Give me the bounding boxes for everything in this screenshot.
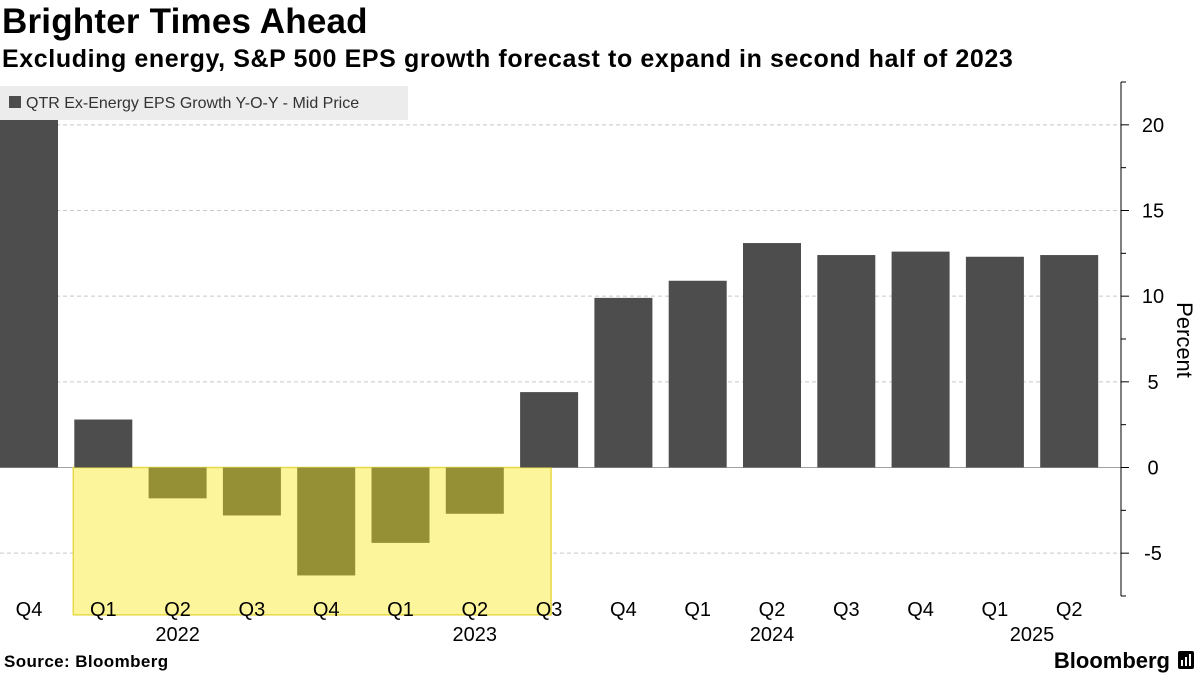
bar-q4-8 xyxy=(594,297,653,468)
x-tick-label: Q2 xyxy=(164,599,191,621)
bar-q4-12 xyxy=(891,251,950,468)
source-note: Source: Bloomberg xyxy=(4,652,169,671)
chart-title: Brighter Times Ahead xyxy=(2,2,368,41)
bars xyxy=(0,119,1099,576)
x-tick-label: Q4 xyxy=(16,599,43,621)
x-tick-label: Q2 xyxy=(1056,599,1083,621)
y-tick-label: 10 xyxy=(1142,286,1164,308)
bar-q3-7 xyxy=(520,392,579,468)
x-tick-label: Q4 xyxy=(907,599,934,621)
legend-swatch xyxy=(9,96,21,108)
x-tick-label: Q3 xyxy=(833,599,860,621)
bar-q4-0 xyxy=(0,119,58,468)
x-tick-label: Q2 xyxy=(759,599,786,621)
x-tick-label: Q1 xyxy=(684,599,711,621)
bar-q1-13 xyxy=(965,256,1024,468)
x-tick-label: Q3 xyxy=(536,599,563,621)
y-tick-label: 5 xyxy=(1147,372,1158,394)
chart-subtitle: Excluding energy, S&P 500 EPS growth for… xyxy=(2,45,1014,73)
x-tick-label: Q1 xyxy=(90,599,117,621)
bar-q2-10 xyxy=(743,243,801,468)
x-year-label: 2025 xyxy=(1010,624,1055,646)
y-tick-label: 20 xyxy=(1142,115,1164,137)
legend-label: QTR Ex-Energy EPS Growth Y-O-Y - Mid Pri… xyxy=(26,95,359,112)
bar-q3-11 xyxy=(817,255,876,468)
y-tick-label: 15 xyxy=(1142,201,1164,223)
x-year-label: 2024 xyxy=(750,624,795,646)
bar-q3-3 xyxy=(222,467,281,516)
axes: -5 0 5 10 15 20 Q4 Q1 Q2 Q3 Q4 Q1 Q2 Q3 Q4 Q1 Q2 Q3 Q4 Q1 Q2… xyxy=(16,81,1164,646)
x-tick-label: Q4 xyxy=(610,599,637,621)
x-tick-label: Q2 xyxy=(461,599,488,621)
y-tick-label: 0 xyxy=(1147,458,1158,480)
x-tick-label: Q3 xyxy=(239,599,266,621)
x-year-label: 2023 xyxy=(453,624,498,646)
bar-q2-6 xyxy=(445,467,504,514)
bar-q1-9 xyxy=(668,280,727,468)
bar-q4-4 xyxy=(297,467,356,576)
y-tick-label: -5 xyxy=(1144,543,1162,565)
x-tick-label: Q1 xyxy=(387,599,414,621)
x-year-label: 2022 xyxy=(155,624,200,646)
bloomberg-logo: Bloomberg xyxy=(1053,648,1170,673)
x-tick-label: Q1 xyxy=(982,599,1009,621)
bloomberg-terminal-icon xyxy=(1178,651,1194,669)
bar-q2-2 xyxy=(148,467,207,499)
y-axis-label: Percent xyxy=(1172,302,1197,378)
bar-q1-5 xyxy=(371,467,430,543)
bar-q2-14 xyxy=(1040,255,1099,468)
x-tick-label: Q4 xyxy=(313,599,340,621)
legend-background xyxy=(0,86,408,120)
bar-q1-1 xyxy=(74,419,133,468)
legend: QTR Ex-Energy EPS Growth Y-O-Y - Mid Pri… xyxy=(0,86,408,120)
